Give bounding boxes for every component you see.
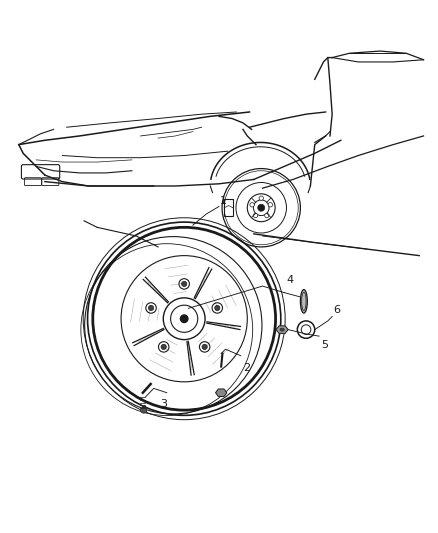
- Circle shape: [259, 196, 263, 200]
- Circle shape: [159, 342, 169, 352]
- Circle shape: [265, 213, 269, 217]
- Circle shape: [202, 344, 207, 350]
- Circle shape: [148, 305, 154, 311]
- Circle shape: [180, 315, 188, 322]
- Text: 2: 2: [243, 363, 250, 373]
- Circle shape: [161, 344, 166, 350]
- Circle shape: [182, 281, 187, 287]
- Circle shape: [199, 342, 210, 352]
- Circle shape: [215, 305, 220, 311]
- Text: 6: 6: [333, 305, 340, 315]
- Circle shape: [250, 203, 254, 207]
- Text: 4: 4: [286, 275, 293, 285]
- Circle shape: [179, 279, 189, 289]
- Text: 1: 1: [220, 196, 227, 206]
- Text: 3: 3: [160, 399, 167, 409]
- Polygon shape: [276, 326, 288, 333]
- Ellipse shape: [300, 289, 307, 313]
- Circle shape: [258, 204, 265, 211]
- Text: 5: 5: [321, 341, 328, 351]
- Circle shape: [146, 303, 156, 313]
- Circle shape: [141, 407, 147, 413]
- Circle shape: [268, 203, 272, 207]
- Ellipse shape: [280, 328, 284, 331]
- Polygon shape: [215, 389, 227, 397]
- Circle shape: [212, 303, 223, 313]
- Circle shape: [254, 213, 258, 217]
